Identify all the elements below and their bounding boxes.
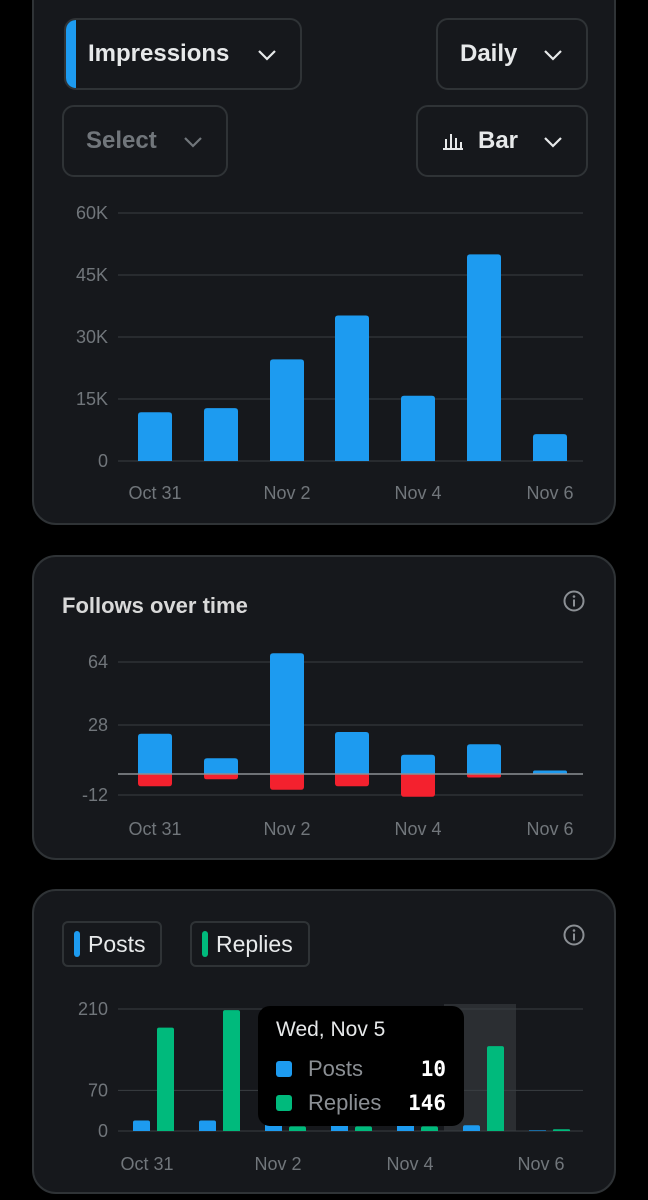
chevron-down-icon xyxy=(258,50,276,61)
metric-dropdown[interactable]: Impressions xyxy=(64,18,302,90)
negative-bar xyxy=(401,774,435,797)
info-icon[interactable] xyxy=(562,923,586,947)
positive-bar xyxy=(204,758,238,774)
legend-replies-label: Replies xyxy=(216,930,293,957)
impressions-card: Impressions Daily Select Bar xyxy=(32,0,616,525)
tooltip-row-posts: Posts 10 xyxy=(276,1052,446,1086)
negative-bar xyxy=(138,774,172,787)
period-dropdown[interactable]: Daily xyxy=(436,18,588,90)
tooltip-replies-value: 146 xyxy=(408,1091,446,1115)
y-tick-label: 0 xyxy=(98,451,108,471)
y-tick-label: 28 xyxy=(88,715,108,735)
replies-bar xyxy=(355,1126,372,1131)
replies-bar xyxy=(223,1010,240,1131)
x-tick-label: Nov 2 xyxy=(254,1154,301,1174)
bar-chart-icon xyxy=(443,134,463,150)
y-tick-label: -12 xyxy=(82,785,108,805)
y-tick-label: 70 xyxy=(88,1080,108,1100)
follows-chart: -12 28 64 Oct 31 Nov 2 Nov 4 Nov 6 xyxy=(82,652,583,839)
x-tick-label: Oct 31 xyxy=(128,819,181,839)
y-tick-label: 15K xyxy=(76,389,108,409)
positive-bar xyxy=(335,732,369,774)
posts-bar xyxy=(529,1130,546,1131)
follows-card: Follows over time xyxy=(32,555,616,860)
y-tick-label: 0 xyxy=(98,1121,108,1141)
legend-replies-toggle[interactable]: Replies xyxy=(190,921,310,967)
negative-bar xyxy=(204,774,238,780)
period-dropdown-label: Daily xyxy=(460,40,518,67)
positive-bar xyxy=(138,733,172,774)
positive-bar xyxy=(467,744,501,774)
replies-bar xyxy=(553,1129,570,1131)
bar xyxy=(467,254,501,461)
replies-bar xyxy=(487,1046,504,1131)
y-tick-label: 45K xyxy=(76,265,108,285)
metric-dropdown-label: Impressions xyxy=(88,40,230,67)
bar xyxy=(204,408,238,461)
x-tick-label: Nov 6 xyxy=(526,483,573,503)
chart-type-dropdown[interactable]: Bar xyxy=(416,105,588,177)
replies-bar xyxy=(421,1126,438,1131)
follows-card-title: Follows over time xyxy=(62,593,248,618)
bar xyxy=(138,412,172,461)
x-tick-label: Nov 6 xyxy=(517,1154,564,1174)
x-tick-label: Nov 4 xyxy=(394,819,441,839)
x-tick-label: Nov 6 xyxy=(526,819,573,839)
tooltip-posts-label: Posts xyxy=(308,1056,364,1081)
impressions-chart: 0 15K 30K 45K 60K Oct 31 Nov 2 Nov 4 Nov 6 xyxy=(76,203,583,503)
metric-color-indicator xyxy=(66,20,76,88)
replies-swatch xyxy=(202,931,208,957)
y-tick-label: 30K xyxy=(76,327,108,347)
negative-bar xyxy=(270,774,304,790)
tooltip-title: Wed, Nov 5 xyxy=(276,1018,386,1041)
y-tick-label: 64 xyxy=(88,652,108,672)
replies-bar xyxy=(289,1126,306,1131)
bar xyxy=(533,434,567,461)
chart-tooltip: Wed, Nov 5 Posts 10 Replies 146 xyxy=(258,1006,464,1126)
tooltip-replies-swatch xyxy=(276,1095,292,1111)
positive-bar xyxy=(270,653,304,774)
negative-bar xyxy=(467,774,501,778)
positive-bar xyxy=(401,754,435,774)
chevron-down-icon xyxy=(544,137,562,148)
legend-posts-toggle[interactable]: Posts xyxy=(62,921,162,967)
posts-swatch xyxy=(74,931,80,957)
chevron-down-icon xyxy=(544,50,562,61)
y-tick-label: 210 xyxy=(78,999,108,1019)
x-tick-label: Oct 31 xyxy=(128,483,181,503)
bar xyxy=(401,395,435,461)
x-tick-label: Nov 4 xyxy=(394,483,441,503)
legend-posts-label: Posts xyxy=(88,930,146,957)
y-tick-label: 60K xyxy=(76,203,108,223)
x-tick-label: Nov 4 xyxy=(386,1154,433,1174)
tooltip-row-replies: Replies 146 xyxy=(276,1086,446,1120)
replies-bar xyxy=(157,1027,174,1131)
compare-select-label: Select xyxy=(86,127,157,154)
positive-bar xyxy=(533,770,567,774)
tooltip-posts-value: 10 xyxy=(420,1057,446,1081)
x-tick-label: Oct 31 xyxy=(120,1154,173,1174)
x-tick-label: Nov 2 xyxy=(263,483,310,503)
posts-bar xyxy=(133,1120,150,1131)
tooltip-posts-swatch xyxy=(276,1061,292,1077)
chart-type-label: Bar xyxy=(478,127,519,154)
posts-bar xyxy=(463,1125,480,1131)
posts-bar xyxy=(199,1120,216,1131)
compare-select-dropdown[interactable]: Select xyxy=(62,105,228,177)
bar xyxy=(270,359,304,461)
tooltip-replies-label: Replies xyxy=(308,1090,382,1115)
negative-bar xyxy=(335,774,369,787)
chevron-down-icon xyxy=(184,137,202,148)
bar xyxy=(335,315,369,461)
info-icon[interactable] xyxy=(562,589,586,613)
x-tick-label: Nov 2 xyxy=(263,819,310,839)
